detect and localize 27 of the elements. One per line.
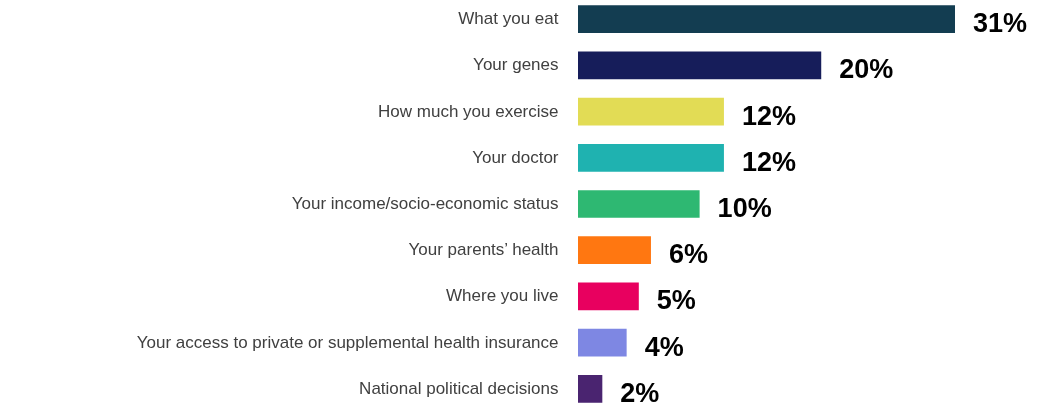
y-tick-label: How much you exercise <box>378 101 559 121</box>
data-label: 20% <box>839 54 894 85</box>
data-label: 4% <box>644 331 684 362</box>
data-label: 2% <box>620 377 660 405</box>
data-label: 31% <box>973 8 1028 39</box>
data-label: 12% <box>741 146 796 177</box>
y-tick-label: Your income/socio-economic status <box>291 194 559 213</box>
data-label: 6% <box>668 239 708 270</box>
y-tick-label: Your parents’ health <box>408 240 559 260</box>
bar <box>578 282 639 311</box>
y-tick-label: National political decisions <box>359 378 559 398</box>
y-tick-label: Your doctor <box>472 147 559 167</box>
bar <box>578 5 955 33</box>
y-tick-label: Where you live <box>446 286 559 306</box>
y-tick-label: What you eat <box>458 9 559 29</box>
y-tick-label: Your access to private or supplemental health insurance <box>136 332 559 352</box>
bar <box>578 97 724 126</box>
bar <box>578 375 603 403</box>
bar <box>578 328 627 357</box>
data-label: 10% <box>717 193 772 223</box>
bar <box>578 236 651 265</box>
data-label: 12% <box>741 100 796 131</box>
bar <box>578 51 822 80</box>
data-label: 5% <box>656 285 696 316</box>
y-tick-label: Your genes <box>473 55 559 75</box>
bar <box>578 143 724 172</box>
bar <box>578 190 700 218</box>
